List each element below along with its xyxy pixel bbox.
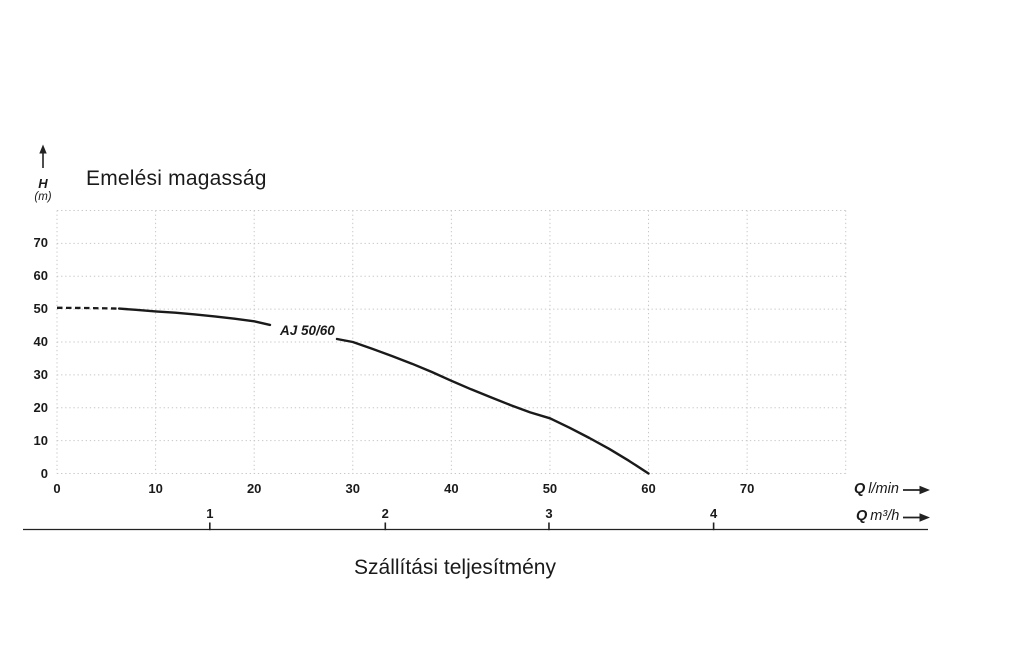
chart-title: Emelési magasság (86, 167, 267, 190)
x-tick-label: 30 (345, 481, 360, 496)
y-axis-unit: (m) (34, 191, 52, 203)
x-axis2-tick-label: 4 (709, 506, 718, 521)
x-axis2-tick-label: 1 (206, 506, 214, 521)
x-axis2-unit: m³/h (870, 508, 900, 524)
y-tick-label: 30 (33, 366, 48, 382)
x-tick-label: 40 (444, 481, 459, 496)
y-tick-label: 20 (33, 399, 48, 415)
curve-solid-segment-1 (117, 307, 272, 327)
x-axis-unit: l/min (868, 481, 899, 497)
y-tick-label: 50 (33, 301, 48, 317)
x-tick-label: 20 (246, 481, 262, 496)
x-tick-label: 60 (641, 481, 656, 496)
x-axis2-tick-label: 2 (381, 506, 389, 521)
y-tick-label: 10 (33, 432, 48, 448)
up-arrow-icon (39, 144, 47, 154)
x-axis2-tick-label: 3 (545, 506, 553, 521)
right-arrow-icon (919, 513, 930, 522)
y-tick-label: 0 (40, 465, 48, 481)
y-tick-label: 70 (33, 235, 48, 251)
y-tick-label: 40 (33, 334, 48, 349)
right-arrow-icon (919, 485, 930, 495)
curve-label: AJ 50/60 (280, 323, 335, 338)
x-tick-label: 10 (148, 481, 163, 496)
x-axis-symbol: Q (854, 481, 866, 497)
x-tick-label: 70 (739, 481, 755, 496)
x-axis2-symbol: Q (856, 508, 868, 524)
x-axis-title: Szállítási teljesítmény (354, 556, 556, 579)
curve-solid-segment-2 (335, 337, 650, 475)
curve-dashed-segment (56, 306, 120, 310)
y-tick-label: 60 (33, 268, 48, 284)
x-tick-label: 50 (542, 481, 558, 496)
y-axis-symbol: H (38, 176, 48, 191)
x-tick-label: 0 (53, 481, 61, 496)
